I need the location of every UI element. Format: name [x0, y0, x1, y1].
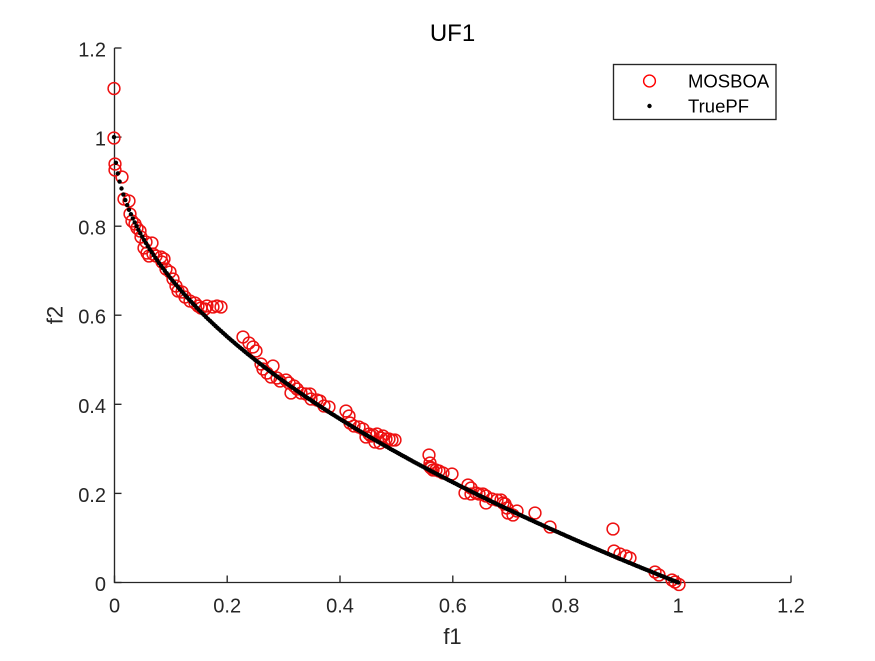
svg-text:0.4: 0.4 [78, 396, 106, 418]
svg-text:0.2: 0.2 [213, 596, 241, 618]
svg-text:0.6: 0.6 [78, 307, 106, 329]
svg-text:MOSBOA: MOSBOA [688, 71, 770, 92]
svg-text:0.6: 0.6 [439, 596, 467, 618]
svg-text:1.2: 1.2 [78, 40, 106, 62]
svg-text:0: 0 [109, 596, 120, 618]
svg-text:0.2: 0.2 [78, 485, 106, 507]
svg-text:1.2: 1.2 [777, 596, 805, 618]
svg-text:0.4: 0.4 [326, 596, 354, 618]
svg-text:UF1: UF1 [430, 20, 475, 47]
svg-text:0.8: 0.8 [78, 218, 106, 240]
svg-text:1: 1 [95, 129, 106, 151]
svg-text:TruePF: TruePF [688, 96, 749, 117]
svg-text:f1: f1 [443, 624, 461, 649]
svg-text:f2: f2 [43, 306, 68, 324]
svg-text:0.8: 0.8 [552, 596, 580, 618]
svg-text:0: 0 [95, 574, 106, 596]
svg-text:1: 1 [673, 596, 684, 618]
